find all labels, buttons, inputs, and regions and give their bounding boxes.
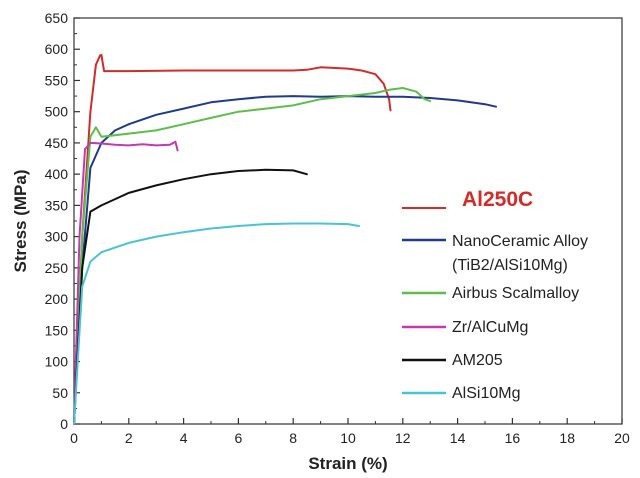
series-line-0 bbox=[73, 53, 392, 425]
legend-label-1: NanoCeramic Alloy bbox=[452, 233, 588, 250]
x-tick-label: 6 bbox=[235, 430, 243, 446]
x-tick-label: 0 bbox=[70, 430, 78, 446]
series-line-2 bbox=[73, 87, 432, 425]
legend: Al250C NanoCeramic Alloy (TiB2/AlSi10Mg) Ai… bbox=[402, 188, 588, 402]
x-axis-title: Strain (%) bbox=[308, 454, 387, 473]
y-tick-label: 50 bbox=[52, 385, 68, 401]
x-tick-label: 20 bbox=[614, 430, 630, 446]
plot-border bbox=[73, 17, 623, 425]
series-line-3 bbox=[73, 140, 179, 425]
x-tick-label: 14 bbox=[450, 430, 466, 446]
y-tick-label: 500 bbox=[45, 104, 69, 120]
y-tick-label: 550 bbox=[45, 72, 69, 88]
x-tick-label: 18 bbox=[559, 430, 575, 446]
y-tick-label: 400 bbox=[45, 166, 69, 182]
series-line-5 bbox=[73, 222, 360, 425]
y-tick-label: 200 bbox=[45, 291, 69, 307]
x-tick-label: 4 bbox=[180, 430, 188, 446]
legend-label-2: Airbus Scalmalloy bbox=[452, 285, 579, 302]
series-line-1 bbox=[73, 95, 497, 425]
y-tick-label: 0 bbox=[60, 416, 68, 432]
y-tick-label: 650 bbox=[45, 10, 69, 26]
y-tick-label: 450 bbox=[45, 135, 69, 151]
x-tick-label: 8 bbox=[289, 430, 297, 446]
y-tick-label: 350 bbox=[45, 197, 69, 213]
legend-label-4: AM205 bbox=[452, 352, 503, 369]
y-tick-label: 100 bbox=[45, 354, 69, 370]
x-tick-label: 16 bbox=[505, 430, 521, 446]
y-tick-label: 300 bbox=[45, 229, 69, 245]
x-axis: 0 2 4 6 8 10 12 14 16 18 20 bbox=[70, 418, 630, 446]
y-tick-label: 600 bbox=[45, 41, 69, 57]
legend-label-5: AlSi10Mg bbox=[452, 385, 520, 402]
x-tick-label: 10 bbox=[340, 430, 356, 446]
y-tick-label: 250 bbox=[45, 260, 69, 276]
legend-label-1: (TiB2/AlSi10Mg) bbox=[452, 257, 568, 274]
series-line-4 bbox=[73, 168, 308, 425]
y-axis: 0 50 100 150 200 250 300 350 400 450 500 550 600 650 bbox=[45, 10, 80, 432]
y-axis-title: Stress (MPa) bbox=[11, 170, 30, 273]
series-layer bbox=[73, 53, 497, 425]
x-tick-label: 12 bbox=[395, 430, 411, 446]
plot-frame bbox=[73, 17, 623, 425]
legend-label-3: Zr/AlCuMg bbox=[452, 319, 528, 336]
legend-label-0: Al250C bbox=[462, 188, 533, 211]
y-tick-label: 150 bbox=[45, 322, 69, 338]
x-tick-label: 2 bbox=[125, 430, 133, 446]
